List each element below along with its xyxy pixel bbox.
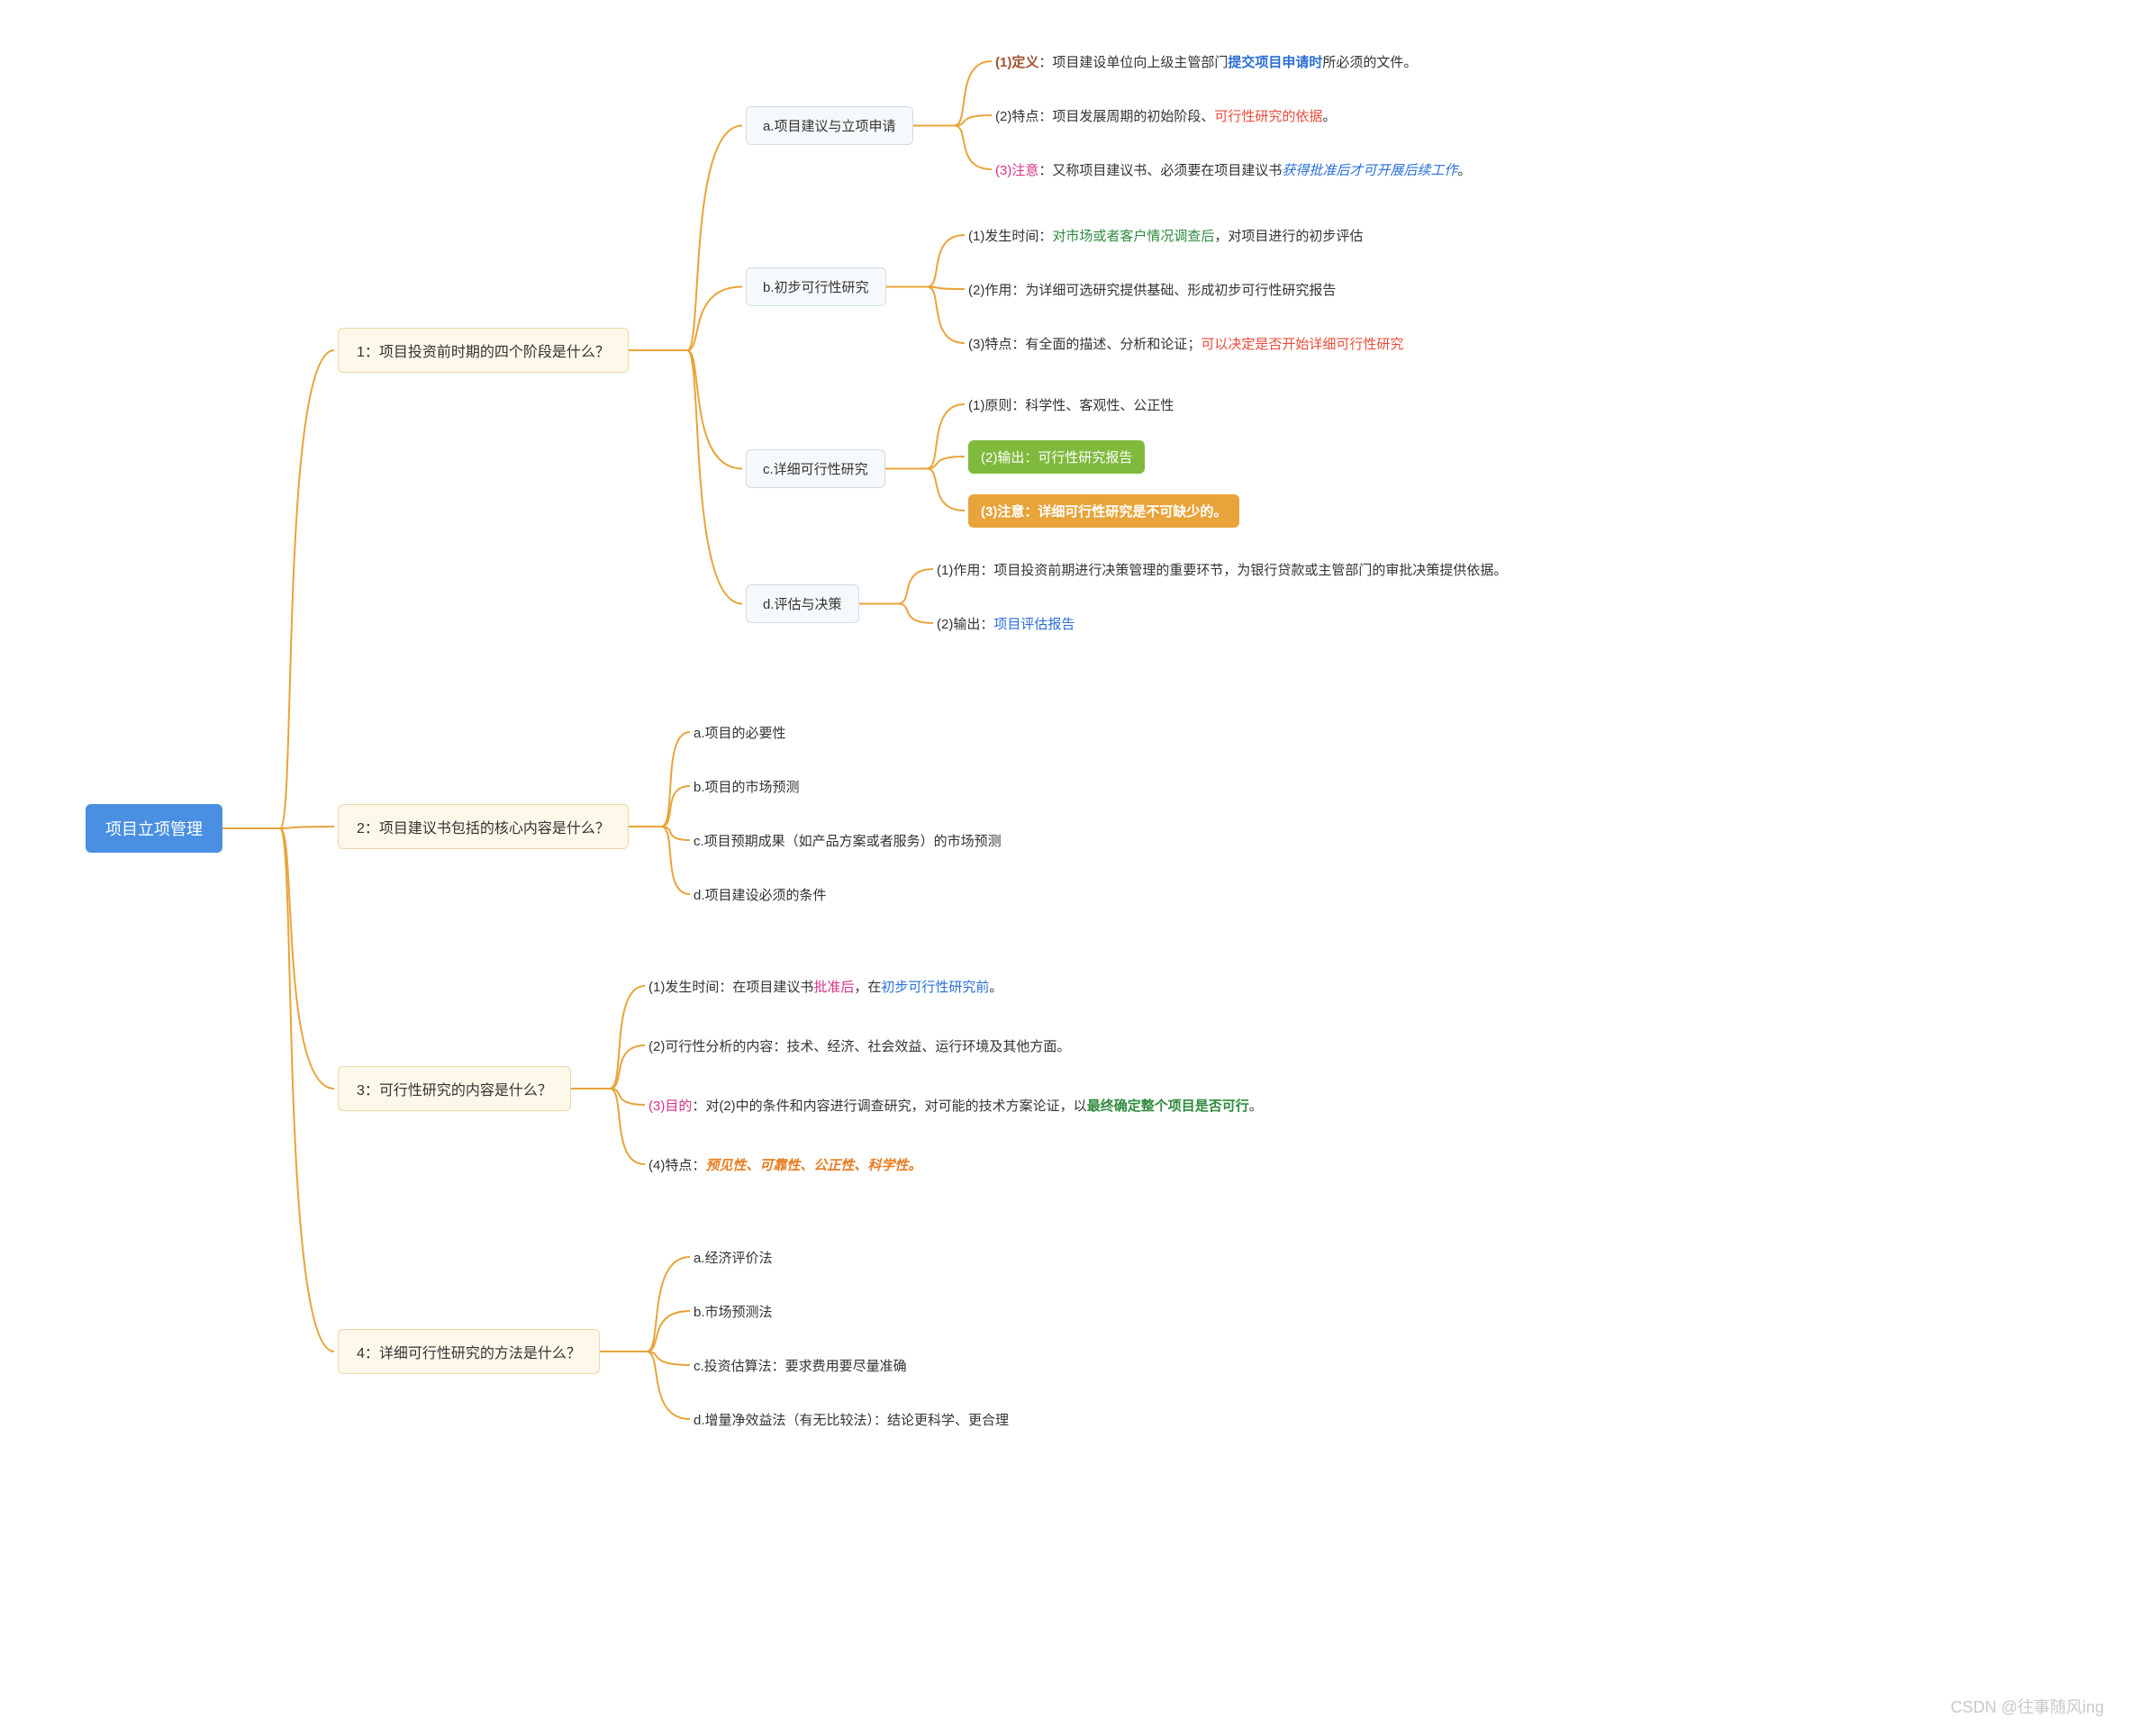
question-node: 1：项目投资前时期的四个阶段是什么？ xyxy=(338,328,629,373)
sub-node: b.初步可行性研究 xyxy=(746,267,886,306)
q4-leaf: c.投资估算法：要求费用要尽量准确 xyxy=(694,1356,907,1375)
sub-node: d.评估与决策 xyxy=(746,584,859,623)
q1a-leaf: (3)注意：又称项目建议书、必须要在项目建议书获得批准后才可开展后续工作。 xyxy=(995,160,1471,179)
q2-leaf: b.项目的市场预测 xyxy=(694,777,800,796)
q3-leaf: (1)发生时间：在项目建议书批准后，在初步可行性研究前。 xyxy=(648,977,1002,996)
q1b-leaf: (1)发生时间：对市场或者客户情况调查后，对项目进行的初步评估 xyxy=(968,226,1363,245)
q2-leaf: a.项目的必要性 xyxy=(694,723,786,742)
q4-leaf: b.市场预测法 xyxy=(694,1302,773,1321)
q3-leaf: (4)特点：预见性、可靠性、公正性、科学性。 xyxy=(648,1155,921,1174)
q3-leaf: (2)可行性分析的内容：技术、经济、社会效益、运行环境及其他方面。 xyxy=(648,1036,1070,1055)
root-node: 项目立项管理 xyxy=(86,804,222,853)
watermark: CSDN @往事随风ing xyxy=(1951,1695,2104,1718)
root-label: 项目立项管理 xyxy=(105,820,203,838)
badge-green: (2)输出：可行性研究报告 xyxy=(968,440,1145,474)
q1c-leaf: (1)原则：科学性、客观性、公正性 xyxy=(968,395,1174,414)
q1c-leaf: (3)注意：详细可行性研究是不可缺少的。 xyxy=(968,494,1239,528)
question-node: 4：详细可行性研究的方法是什么？ xyxy=(338,1329,600,1374)
sub-node: a.项目建议与立项申请 xyxy=(746,106,913,145)
q1b-leaf: (3)特点：有全面的描述、分析和论证；可以决定是否开始详细可行性研究 xyxy=(968,334,1403,353)
connector-layer xyxy=(0,0,2140,1736)
q1d-leaf: (2)输出：项目评估报告 xyxy=(937,614,1075,633)
q4-leaf: d.增量净效益法（有无比较法）：结论更科学、更合理 xyxy=(694,1410,1009,1429)
q1c-leaf: (2)输出：可行性研究报告 xyxy=(968,440,1145,474)
question-node: 3：可行性研究的内容是什么？ xyxy=(338,1066,571,1111)
q3-leaf: (3)目的：对(2)中的条件和内容进行调查研究，对可能的技术方案论证，以最终确定… xyxy=(648,1096,1263,1115)
sub-node: c.详细可行性研究 xyxy=(746,449,885,488)
q1b-leaf: (2)作用：为详细可选研究提供基础、形成初步可行性研究报告 xyxy=(968,280,1336,299)
q1d-leaf: (1)作用：项目投资前期进行决策管理的重要环节，为银行贷款或主管部门的审批决策提… xyxy=(937,560,1507,579)
q1a-leaf: (1)定义：项目建设单位向上级主管部门提交项目申请时所必须的文件。 xyxy=(995,52,1417,71)
q1a-leaf: (2)特点：项目发展周期的初始阶段、可行性研究的依据。 xyxy=(995,106,1336,125)
q2-leaf: d.项目建设必须的条件 xyxy=(694,885,827,904)
q4-leaf: a.经济评价法 xyxy=(694,1248,773,1267)
question-node: 2：项目建议书包括的核心内容是什么？ xyxy=(338,804,629,849)
q2-leaf: c.项目预期成果（如产品方案或者服务）的市场预测 xyxy=(694,831,1002,850)
badge-orange: (3)注意：详细可行性研究是不可缺少的。 xyxy=(968,494,1239,528)
